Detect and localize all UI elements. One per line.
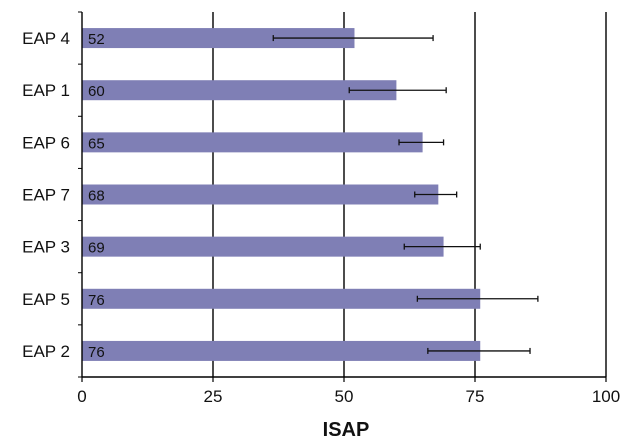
error-bars <box>272 35 539 354</box>
x-axis-title: ISAP <box>323 419 370 441</box>
category-label: EAP 5 <box>22 290 70 309</box>
labels: 52 EAP 4 60 EAP 1 65 EAP 6 68 EAP 7 69 EAP 3 76 EAP… <box>22 29 620 406</box>
category-label: EAP 6 <box>22 133 70 152</box>
data-label: 69 <box>88 240 105 257</box>
category-label: EAP 3 <box>22 238 70 257</box>
axes <box>78 11 607 382</box>
bar-eap-1 <box>82 80 397 101</box>
x-tick-label: 75 <box>466 387 485 406</box>
bar-eap-2 <box>82 340 481 361</box>
category-label: EAP 7 <box>22 186 70 205</box>
category-label: EAP 1 <box>22 81 70 100</box>
x-tick-label: 25 <box>204 387 223 406</box>
bar-eap-3 <box>82 236 444 257</box>
x-tick-label: 0 <box>77 387 86 406</box>
bar-eap-6 <box>82 132 423 153</box>
category-label: EAP 4 <box>22 29 70 48</box>
data-label: 65 <box>88 135 105 152</box>
data-label: 76 <box>88 292 105 309</box>
bar-eap-5 <box>82 288 481 309</box>
bar-eap-7 <box>82 184 439 205</box>
data-label: 60 <box>88 83 105 100</box>
x-tick-label: 100 <box>592 387 620 406</box>
data-label: 52 <box>88 31 105 48</box>
category-label: EAP 2 <box>22 342 70 361</box>
bars <box>82 28 481 361</box>
data-label: 76 <box>88 344 105 361</box>
data-label: 68 <box>88 188 105 205</box>
bar-eap-4 <box>82 28 355 49</box>
x-tick-label: 50 <box>335 387 354 406</box>
